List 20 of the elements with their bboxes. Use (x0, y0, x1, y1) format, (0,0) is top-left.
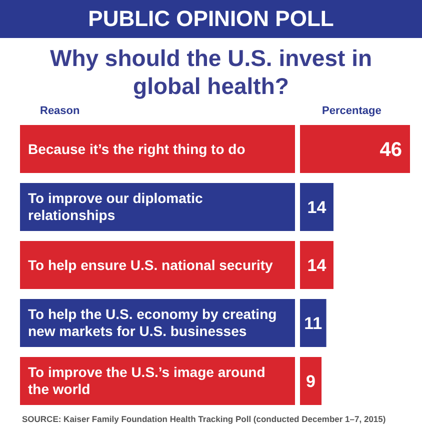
data-label: 14 (307, 256, 327, 275)
data-label: 11 (304, 314, 322, 333)
data-label: 46 (380, 139, 402, 161)
data-label: 14 (307, 198, 327, 217)
chart-subtitle: Why should the U.S. invest in global health? (48, 44, 374, 100)
y-tick-label: To help the U.S. economy by creating new markets for U.S. businesses (28, 305, 278, 341)
y-tick-label: To help ensure U.S. national security (28, 256, 274, 275)
y-tick-label: To improve the U.S.’s image around the world (28, 363, 266, 399)
bar (300, 299, 326, 347)
y-tick-label: Because it’s the right thing to do (28, 140, 246, 159)
y-tick-label: To improve our diplomatic relationships (28, 189, 204, 225)
data-label: 9 (306, 372, 316, 391)
source-note: SOURCE: Kaiser Family Foundation Health Tracking Poll (conducted December 1–7, 2015) (22, 414, 387, 424)
bar (300, 241, 334, 289)
bar (300, 183, 334, 231)
chart-title: PUBLIC OPINION POLL (0, 0, 422, 38)
bar (300, 357, 322, 405)
x-axis-title: Percentage (322, 105, 382, 117)
y-axis-title: Reason (40, 105, 80, 117)
bar (300, 125, 410, 173)
